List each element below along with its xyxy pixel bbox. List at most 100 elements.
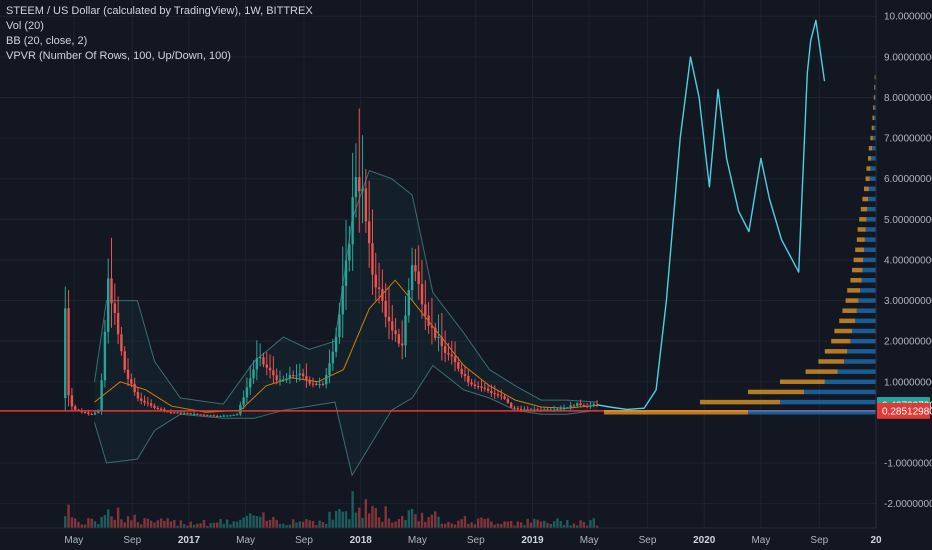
volume-bar [202,519,206,528]
candle-body [308,380,311,384]
volume-bar [566,519,569,528]
volume-bar [212,522,216,528]
volume-bar [291,519,295,528]
hline-price-tag-bg [877,402,930,419]
candle-body [282,379,285,381]
candle-body [348,244,351,261]
candle-body [315,383,318,385]
volume-bar [437,516,440,528]
candle-body [434,327,437,338]
volume-bar [73,518,77,528]
volume-bar [93,521,97,528]
candle-body [258,357,262,359]
volume-bar [490,521,493,528]
candle-body [506,398,510,403]
candle-body [169,412,173,414]
volume-bar [523,525,526,528]
volume-bar [424,521,427,528]
volume-bar [229,524,232,528]
volume-bars [64,491,599,528]
volume-bar [242,517,245,528]
time-axis[interactable]: May Sep 2017 May Sep 2018 May Sep 2019 May Sep 2020… [0,527,932,550]
vpvr-down-bar [780,379,825,385]
candle-body [397,334,401,344]
indicator-vpvr[interactable]: VPVR (Number Of Rows, 100, Up/Down, 100) [6,50,231,62]
candle-body [262,357,265,365]
vpvr-down-bar [852,267,863,273]
candle-body [546,409,549,411]
time-tick-label: Sep [810,535,828,546]
candle-body [450,354,453,357]
volume-bar [159,518,163,528]
volume-bar [493,524,496,528]
price-tick-label: 4.00000000 [884,255,932,266]
volume-bar [585,525,589,528]
candle-body [73,406,77,410]
volume-bar [255,516,259,528]
candle-body [585,405,589,407]
volume-bar [278,524,282,528]
candle-body [192,413,196,415]
volume-bar [163,520,166,528]
candle-body [457,362,460,369]
volume-bar [480,517,483,528]
vpvr-down-bar [856,237,865,242]
candle-body [235,414,239,416]
candle-body [295,375,298,377]
volume-bar [107,509,110,528]
volume-bar [536,519,539,528]
candle-body [298,373,301,376]
candle-body [500,395,503,397]
volume-bar [176,525,179,528]
candle-body [400,343,404,346]
price-tick-label: 9.00000000 [884,52,932,63]
volume-bar [559,520,562,528]
indicator-volume[interactable]: Vol (20) [6,20,44,32]
candle-body [556,408,559,410]
vpvr-up-bar [847,349,876,354]
volume-bar [143,518,146,528]
candle-body [417,271,420,284]
projection-drawing[interactable] [597,19,826,411]
volume-bar [476,518,480,528]
volume-bar [67,504,70,528]
volume-bar [569,525,572,528]
vpvr-up-bar [862,267,876,273]
vpvr-up-bar [872,135,876,141]
candle-body [166,411,169,413]
volume-bar [64,516,67,528]
symbol-title[interactable]: STEEM / US Dollar (calculated by Trading… [6,5,313,17]
candle-body [318,383,321,385]
candle-body [222,415,226,417]
volume-bar [113,519,117,528]
volume-bar [156,520,159,528]
volume-bar [427,517,430,528]
time-tick-label: 2018 [350,535,373,546]
time-tick-label: May [580,535,599,546]
vpvr-up-bar [855,318,876,324]
volume-bar [589,520,592,528]
candle-body [562,408,566,410]
volume-bar [576,525,579,528]
volume-bar [397,519,401,528]
candle-body [595,404,599,406]
vpvr-down-bar [865,176,870,181]
candle-body [136,392,140,399]
volume-bar [509,520,513,528]
time-tick-label: May [64,535,83,546]
candle-body [232,414,235,416]
candle-body [70,395,74,407]
candle-body [513,407,516,409]
vpvr-down-bar [870,135,873,141]
indicator-bollinger[interactable]: BB (20, close, 2) [6,35,88,47]
vpvr-down-bar [864,186,869,192]
volume-bar [467,523,470,528]
volume-bar [420,512,424,528]
price-axis[interactable]: 10.00000000 9.00000000 8.00000000 7.0000000… [875,0,932,550]
vpvr-down-bar [850,277,862,283]
candle-body [305,376,308,381]
candle-body [490,390,493,394]
time-tick-label: May [751,535,770,546]
candle-body [93,412,97,415]
